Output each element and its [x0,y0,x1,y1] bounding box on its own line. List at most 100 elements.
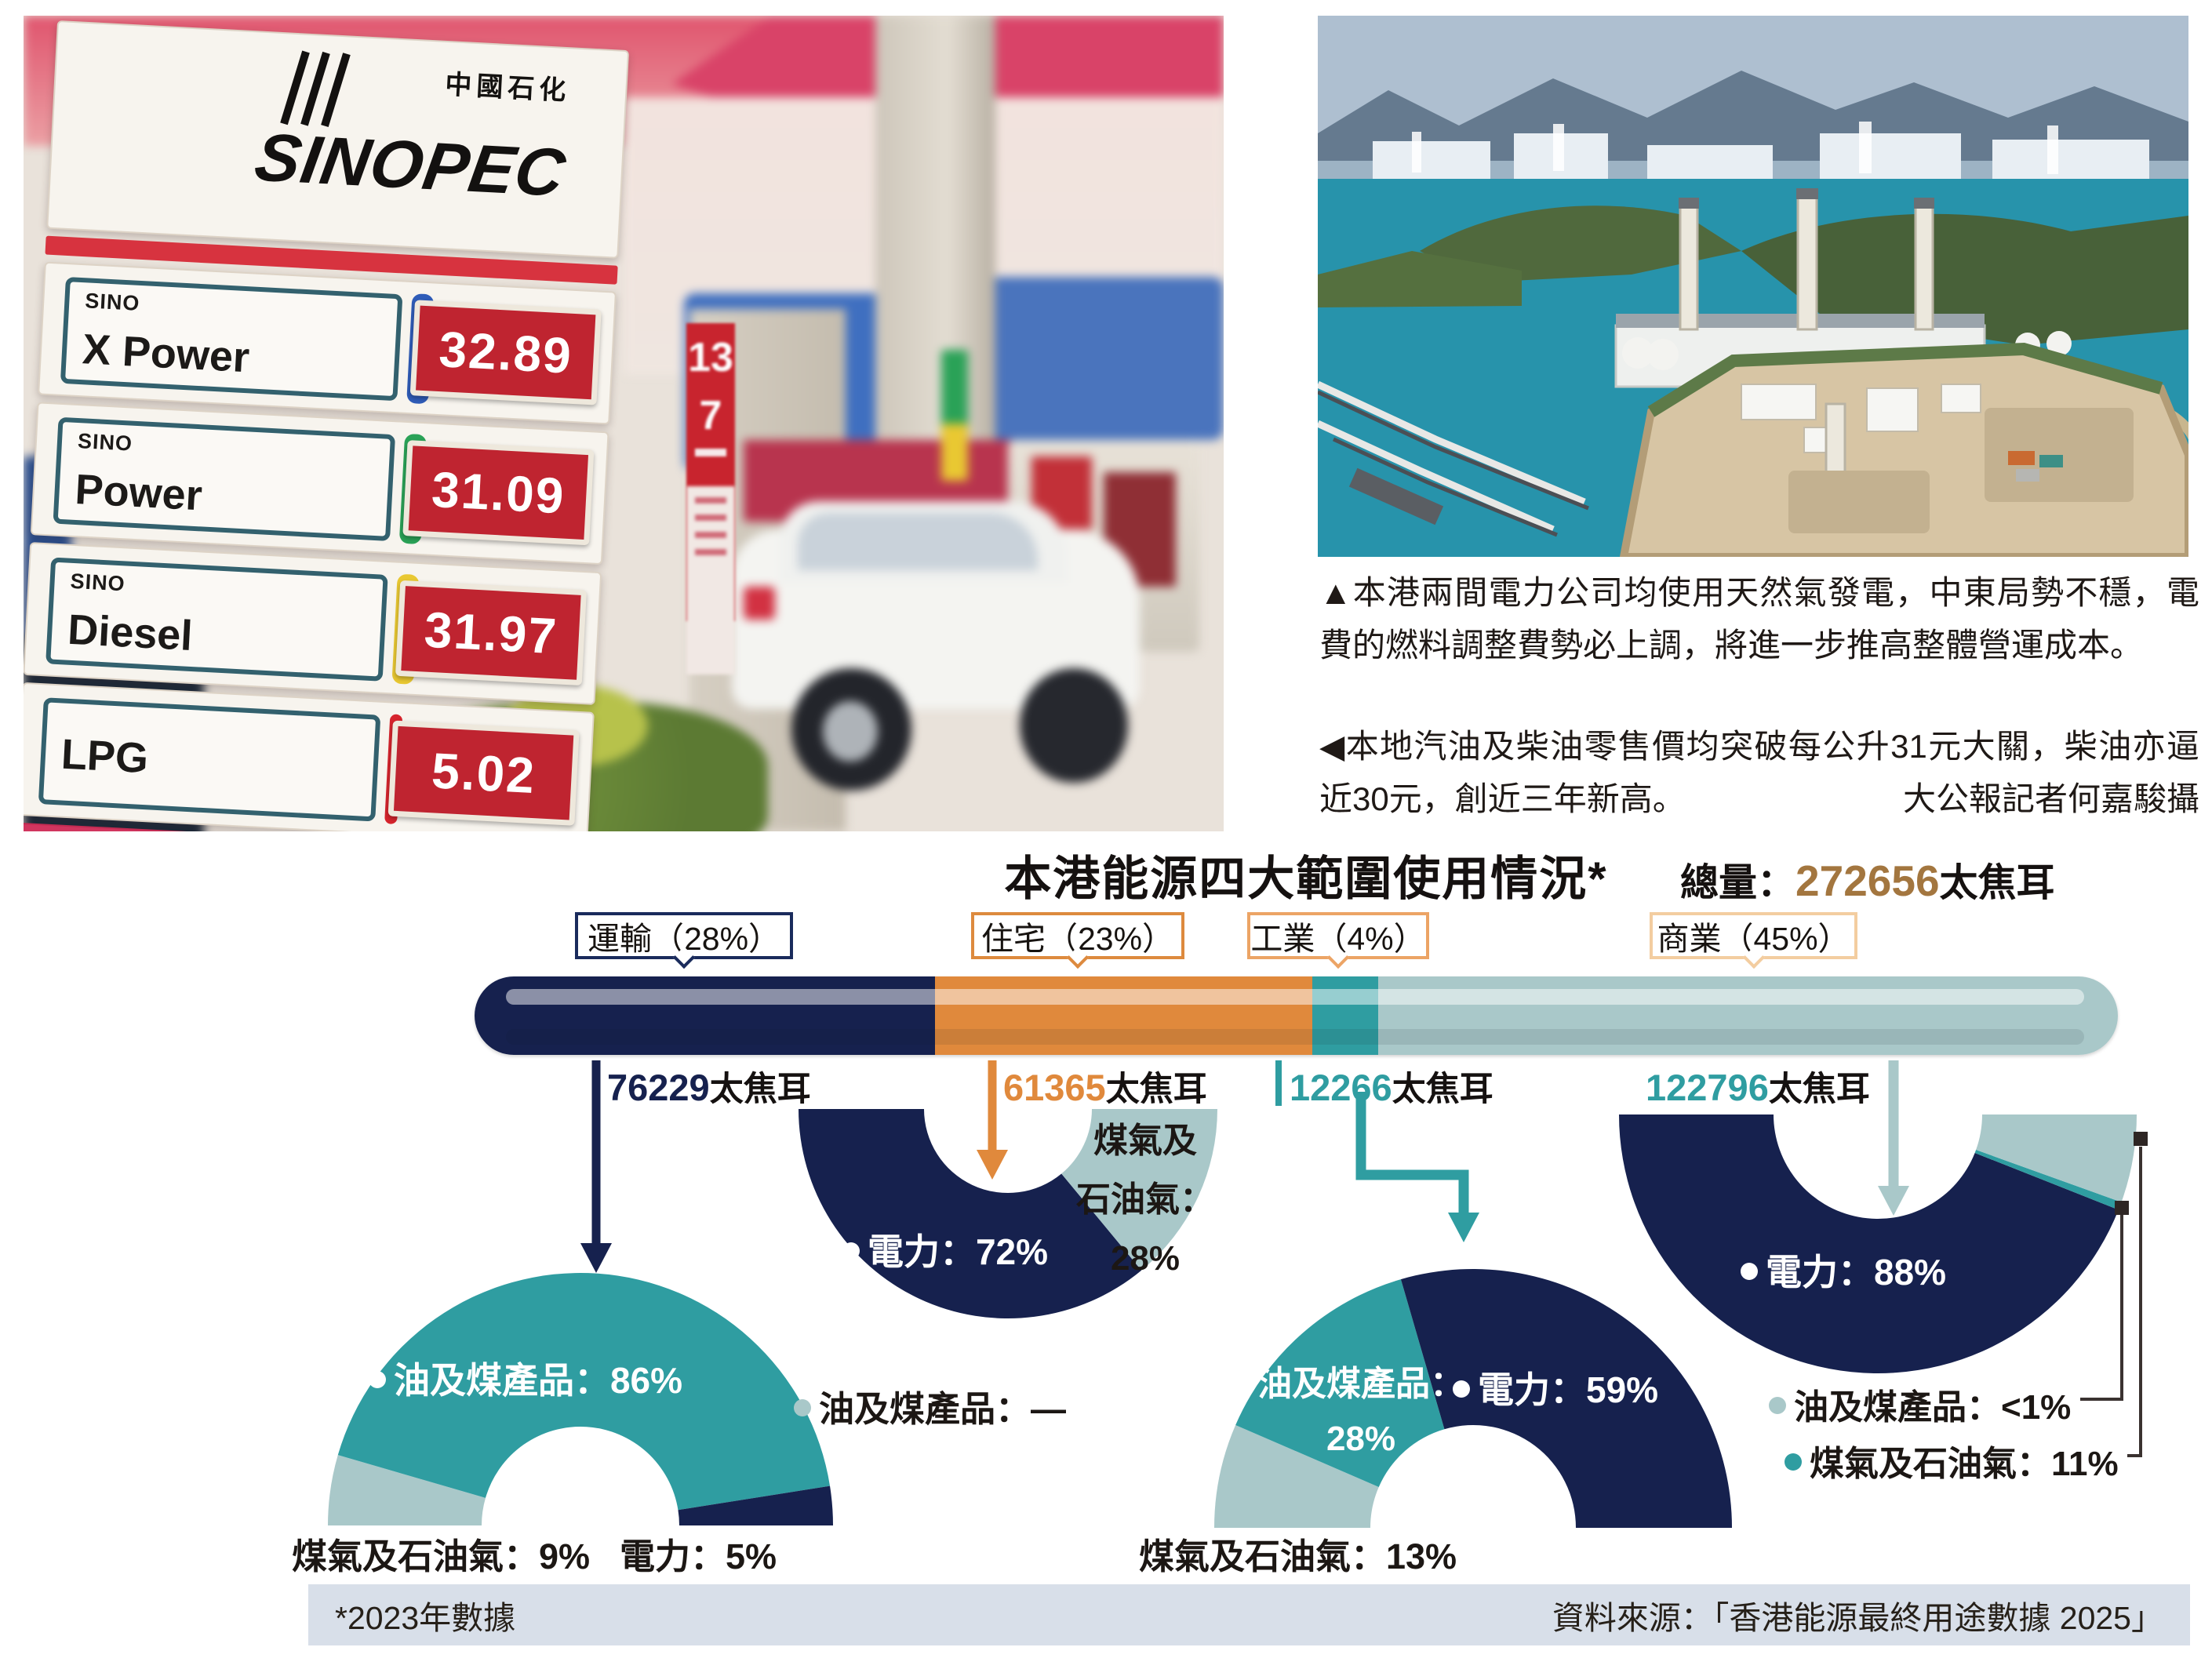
caption-power-station: ▲本港兩間電力公司均使用天然氣發電，中東局勢不穩，電費的燃料調整費勢必上調，將進… [1319,574,2199,664]
fuel-name: Diesel [66,605,194,660]
donut-transport-gas-label: 煤氣及石油氣：9% [292,1536,591,1576]
value-industry: 12266太焦耳 [1290,1062,1493,1111]
price-display: 31.97 [395,580,588,686]
label-text: 電力：88% [1765,1252,1947,1293]
value-commercial: 122796太焦耳 [1646,1062,1870,1111]
value-transport: 76229太焦耳 [607,1062,811,1111]
dot-icon [1453,1380,1470,1398]
sector-box-residential: 住宅（23%） [971,912,1184,969]
suv-window [797,513,1038,571]
fuel-sub-label: SINO [77,429,133,456]
banner-chip [695,449,726,456]
fuel-label-box: SINO X Power [60,276,403,402]
donut-residential-gas-label: 煤氣及 石油氣： 28% [1076,1122,1214,1278]
sector-box-industry: 工業（4%） [1247,912,1429,969]
price-value: 31.09 [430,460,567,525]
donut-transport-electricity-label: 電力：5% [620,1536,777,1576]
price-value: 5.02 [430,742,537,805]
label-text: 煤氣及石油氣：11% [1810,1445,2119,1483]
label-text: 油及煤產品：86% [393,1360,683,1401]
fuel-name: LPG [60,730,150,783]
value-unit: 太焦耳 [1105,1071,1207,1108]
dot-icon [1740,1263,1758,1280]
power-station-scene [1318,16,2188,557]
label-text: 油及煤產品：<1% [1794,1388,2072,1427]
data-source: 資料來源：「香港能源最終用途數據 2025」 [1552,1600,2163,1636]
power-station-photo [1318,16,2188,557]
donut-commercial-oil-legend: 油及煤產品：<1% [1769,1379,2071,1429]
donut-residential-oil-label: 油及煤產品：— [794,1380,1066,1431]
price-value: 31.97 [423,601,559,665]
dot-icon [1785,1453,1802,1471]
banner-number: 13 [688,335,733,380]
price-poster [686,486,735,675]
label-text: 油及煤產品：— [819,1389,1067,1429]
value-unit: 太焦耳 [1392,1071,1493,1108]
dot-icon [1769,1397,1786,1414]
fuel-label-box: SINO Power [53,416,396,542]
label-text: 電力：59% [1478,1369,1659,1410]
chart-total: 總量：272656太焦耳 [1680,852,2055,907]
sector-box-transport: 運輸（28%） [575,912,793,969]
value-unit: 太焦耳 [1768,1071,1870,1108]
value-tick-commercial [1890,1060,1897,1106]
sinopec-logo-panel: 中國石化 SINOPEC [46,20,630,259]
caption-fuel-price: ◀本地汽油及柴油零售價均突破每公升31元大關，柴油亦逼近30元，創近三年新高。 … [1319,720,2199,825]
dot-icon [368,1371,386,1388]
suv-wheel-front [1019,668,1128,783]
footer-bar: *2023年數據 資料來源：「香港能源最終用途數據 2025」 [308,1584,2190,1645]
price-display: 32.89 [409,300,602,405]
sinopec-chinese-name: 中國石化 [444,69,572,107]
value-tick-residential [989,1060,995,1106]
dot-icon [842,1242,860,1260]
chart-title: 本港能源四大範圍使用情況* [1004,853,1608,905]
fuel-row-xpower: SINO X Power 32.89 [38,261,617,425]
sinopec-logo-strokes [280,50,387,130]
donut-industry-oil-label: 油及煤產品： 28% [1257,1365,1464,1459]
fuel-row-lpg: LPG 5.02 [24,682,595,831]
donut-residential-main-label: 電力：72% [765,1224,1126,1275]
gas-station-photo: 中國石化 SINOPEC SINO X Power 32.89 SINO Pow… [24,16,1224,831]
fuel-label-box: LPG [38,697,381,822]
donut-transport-main-label: 油及煤產品：86% [298,1352,753,1404]
value-residential: 61365太焦耳 [1003,1062,1207,1111]
sinopec-price-sign: 中國石化 SINOPEC SINO X Power 32.89 SINO Pow… [24,20,630,831]
pump-green-sign [941,350,969,432]
total-unit: 太焦耳 [1939,862,2055,904]
fuel-label-box: SINO Diesel [45,557,388,682]
sinopec-logo: SINOPEC [249,119,571,211]
value-unit: 太焦耳 [709,1071,811,1108]
price-display: 31.09 [402,440,595,546]
fuel-sub-label: SINO [84,289,141,315]
total-label: 總量： [1680,862,1796,904]
footnote-year: *2023年數據 [335,1600,516,1636]
suv-taillight [744,587,775,620]
fuel-sub-label: SINO [69,569,126,596]
fuel-name: Power [74,465,204,520]
value-number: 12266 [1290,1067,1392,1108]
suv-hub-rear [822,700,879,762]
fuel-row-power: SINO Power 31.09 [30,402,609,565]
value-number: 76229 [607,1067,710,1108]
fuel-row-diesel: SINO Diesel 31.97 [24,542,602,705]
total-value: 272656 [1795,856,1940,905]
photo-credit: 大公報記者何嘉駿攝 [1902,780,2199,818]
sector-box-commercial: 商業（45%） [1650,912,1857,969]
label-text: 電力：72% [867,1231,1049,1272]
bar-gloss-highlight [506,989,2084,1005]
donut-commercial-main-label: 電力：88% [1671,1244,2016,1296]
value-number: 122796 [1646,1067,1769,1108]
pump-yellow-sign [941,424,969,481]
banner-number: 7 [699,393,722,438]
donut-commercial-gas-legend: 煤氣及石油氣：11% [1785,1435,2119,1485]
value-number: 61365 [1003,1067,1106,1108]
value-tick-transport [593,1060,599,1106]
value-tick-industry [1275,1060,1282,1106]
fuel-name: X Power [81,325,251,382]
price-display: 5.02 [387,720,580,826]
donut-industry-gas-label: 煤氣及石油氣：13% [1139,1536,1457,1576]
bar-bottom-shade [506,1029,2084,1045]
price-value: 32.89 [437,321,574,384]
caption-fuel-price-text: ◀本地汽油及柴油零售價均突破每公升31元大關，柴油亦逼近30元，創近三年新高。 [1319,728,2199,818]
donut-industry-main-label: 電力：59% [1453,1362,1658,1413]
